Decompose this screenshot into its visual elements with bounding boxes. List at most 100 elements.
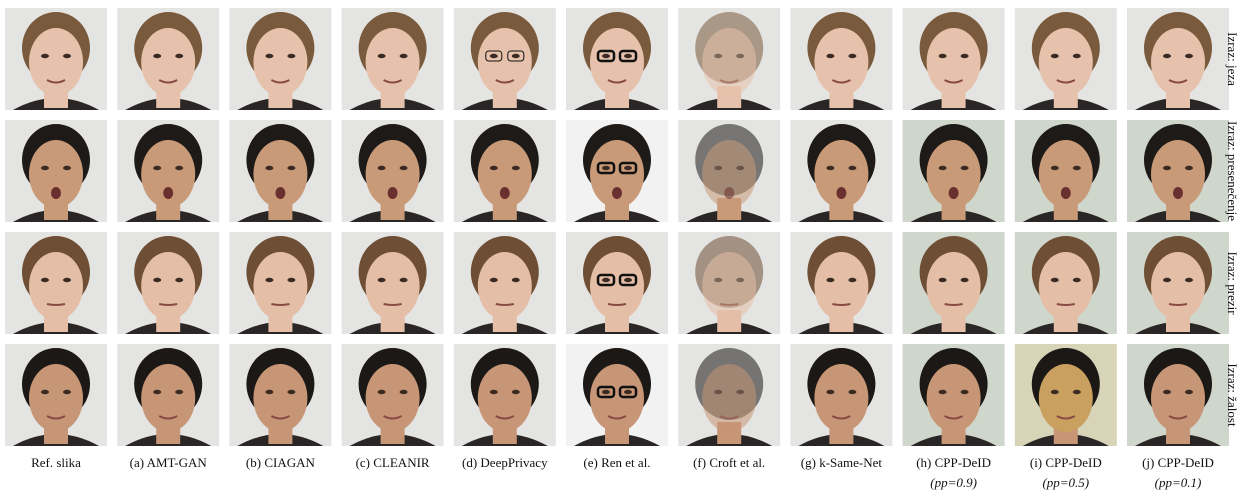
face-image: [117, 232, 220, 334]
face: [141, 140, 196, 208]
face-image: [678, 232, 781, 334]
mouth: [271, 303, 290, 306]
eye: [175, 165, 184, 171]
eye: [1185, 277, 1193, 283]
eye: [489, 53, 498, 59]
face: [1151, 140, 1205, 208]
face-image: [1014, 232, 1117, 334]
eye: [153, 389, 162, 395]
eye: [287, 277, 296, 283]
face-image: [341, 232, 444, 334]
eye: [624, 389, 632, 395]
face: [29, 28, 83, 96]
eye: [736, 165, 745, 171]
mouth: [46, 79, 66, 84]
mouth: [832, 303, 851, 306]
glasses: [596, 385, 616, 399]
eye: [63, 165, 71, 171]
face-image: [453, 120, 556, 222]
face: [702, 364, 757, 432]
face: [814, 364, 869, 432]
face: [1038, 140, 1093, 208]
mouth: [607, 79, 627, 84]
mouth: [607, 303, 627, 306]
eye: [175, 277, 184, 283]
eye: [1050, 389, 1059, 395]
mouth: [270, 79, 290, 84]
eye: [265, 53, 274, 59]
eye: [624, 53, 632, 59]
face-image: [229, 344, 332, 446]
eye: [287, 165, 296, 171]
face-image: [566, 8, 668, 110]
eye: [848, 277, 857, 283]
face: [29, 140, 83, 208]
face-image: [453, 344, 556, 446]
column-label: (h) CPP-DeID: [916, 455, 991, 470]
eye: [265, 165, 274, 171]
eye: [511, 389, 520, 395]
eye: [63, 389, 71, 395]
row-label: Izraz: prezir: [1225, 251, 1240, 315]
mouth: [1168, 303, 1188, 306]
mouth: [46, 303, 66, 306]
mouth: [499, 187, 510, 199]
mouth: [1060, 187, 1071, 199]
mouth: [158, 303, 178, 306]
eye: [511, 165, 520, 171]
eye: [848, 53, 857, 59]
face: [365, 28, 420, 96]
mouth: [383, 79, 403, 84]
mouth: [383, 415, 403, 420]
face-image: [678, 120, 781, 222]
mouth: [1168, 415, 1188, 420]
glasses: [596, 49, 616, 63]
face-image: [790, 232, 893, 334]
face: [141, 252, 196, 320]
face: [702, 252, 757, 320]
glasses: [596, 161, 616, 175]
face: [814, 252, 869, 320]
face-image: [566, 344, 668, 446]
face-image: [341, 344, 444, 446]
face: [590, 252, 644, 320]
eye: [175, 389, 184, 395]
row-label: Izraz: jeza: [1225, 32, 1240, 86]
mouth: [46, 415, 66, 420]
eye: [826, 165, 835, 171]
column-label: (a) AMT-GAN: [130, 455, 208, 470]
column-label: Ref. slika: [31, 455, 81, 470]
glasses: [618, 385, 638, 399]
face-image: [1014, 344, 1117, 446]
column-label: (d) DeepPrivacy: [462, 455, 548, 470]
face-image: [1127, 120, 1229, 222]
mouth: [944, 79, 964, 84]
eye: [714, 165, 723, 171]
glasses: [507, 50, 525, 62]
eye: [63, 53, 71, 59]
face: [1151, 28, 1205, 96]
eye: [736, 389, 745, 395]
eye: [714, 53, 723, 59]
glasses: [618, 161, 638, 175]
column-sublabel: (pp=0.9): [930, 475, 977, 490]
face: [29, 252, 83, 320]
face: [1151, 364, 1205, 432]
face-image: [229, 120, 332, 222]
eye: [1163, 389, 1171, 395]
face: [926, 140, 981, 208]
face-image: [902, 120, 1005, 222]
column-label: (b) CIAGAN: [246, 455, 316, 470]
face-image: [117, 344, 220, 446]
face: [365, 252, 420, 320]
face-image: [902, 232, 1005, 334]
eye: [938, 389, 947, 395]
face-image: [678, 344, 781, 446]
eye: [938, 277, 947, 283]
mouth: [51, 187, 61, 199]
column-label: (e) Ren et al.: [583, 455, 650, 470]
eye: [399, 277, 408, 283]
face: [253, 28, 308, 96]
eye: [938, 165, 947, 171]
face-image: [341, 120, 444, 222]
